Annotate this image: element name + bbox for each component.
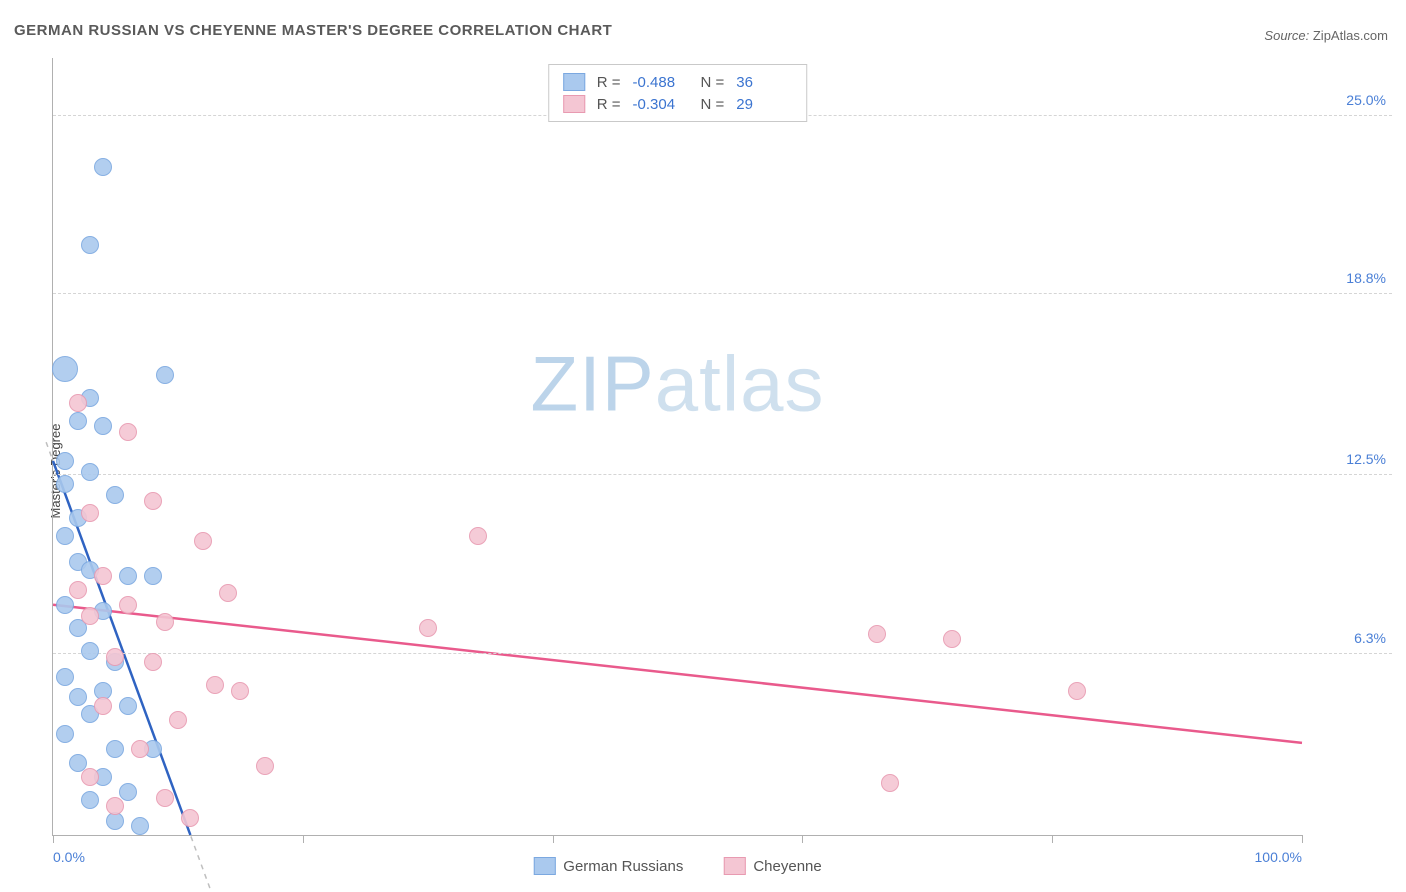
data-point-cheyenne — [194, 532, 212, 550]
data-point-cheyenne — [94, 567, 112, 585]
chart-title: GERMAN RUSSIAN VS CHEYENNE MASTER'S DEGR… — [14, 22, 612, 39]
xtick-label: 0.0% — [53, 849, 85, 865]
xtick — [553, 835, 554, 843]
data-point-german_russians — [94, 417, 112, 435]
watermark-atlas: atlas — [655, 340, 825, 428]
data-point-cheyenne — [144, 653, 162, 671]
ytick-label: 25.0% — [1346, 92, 1386, 108]
data-point-german_russians — [52, 356, 78, 382]
source-label: Source: — [1264, 28, 1309, 43]
legend-item: Cheyenne — [723, 857, 821, 875]
data-point-cheyenne — [206, 676, 224, 694]
data-point-cheyenne — [69, 581, 87, 599]
xtick — [1302, 835, 1303, 843]
data-point-cheyenne — [106, 797, 124, 815]
legend-label: German Russians — [563, 858, 683, 875]
data-point-cheyenne — [81, 768, 99, 786]
data-point-german_russians — [81, 642, 99, 660]
trend-lines-layer — [53, 58, 1302, 835]
legend-stat-row: R = -0.488 N = 36 — [563, 71, 793, 93]
data-point-german_russians — [81, 791, 99, 809]
xtick — [1052, 835, 1053, 843]
data-point-cheyenne — [81, 504, 99, 522]
data-point-cheyenne — [943, 630, 961, 648]
data-point-cheyenne — [131, 740, 149, 758]
data-point-cheyenne — [94, 697, 112, 715]
data-point-cheyenne — [106, 648, 124, 666]
watermark: ZIPatlas — [530, 339, 824, 430]
data-point-cheyenne — [169, 711, 187, 729]
data-point-german_russians — [119, 783, 137, 801]
data-point-cheyenne — [219, 584, 237, 602]
stat-r-label: R = — [597, 74, 621, 91]
source-attribution: Source: ZipAtlas.com — [1264, 28, 1388, 43]
data-point-german_russians — [56, 725, 74, 743]
data-point-cheyenne — [156, 613, 174, 631]
data-point-german_russians — [81, 236, 99, 254]
trend-line — [53, 605, 1302, 743]
legend-swatch — [563, 73, 585, 91]
data-point-cheyenne — [69, 394, 87, 412]
ytick-label: 6.3% — [1354, 630, 1386, 646]
data-point-cheyenne — [81, 607, 99, 625]
legend-stats: R = -0.488 N = 36 R = -0.304 N = 29 — [548, 64, 808, 122]
data-point-german_russians — [131, 817, 149, 835]
stat-r-label: R = — [597, 96, 621, 113]
data-point-german_russians — [106, 740, 124, 758]
gridline-h — [53, 474, 1392, 475]
stat-n-label: N = — [701, 96, 725, 113]
data-point-cheyenne — [144, 492, 162, 510]
data-point-german_russians — [69, 688, 87, 706]
data-point-cheyenne — [119, 423, 137, 441]
data-point-cheyenne — [231, 682, 249, 700]
stat-r-value: -0.488 — [633, 74, 689, 91]
legend-stat-row: R = -0.304 N = 29 — [563, 93, 793, 115]
data-point-german_russians — [156, 366, 174, 384]
data-point-german_russians — [119, 697, 137, 715]
data-point-german_russians — [56, 668, 74, 686]
stat-r-value: -0.304 — [633, 96, 689, 113]
data-point-cheyenne — [469, 527, 487, 545]
data-point-cheyenne — [881, 774, 899, 792]
data-point-german_russians — [56, 527, 74, 545]
legend-swatch — [563, 95, 585, 113]
data-point-german_russians — [69, 412, 87, 430]
xtick — [303, 835, 304, 843]
data-point-german_russians — [94, 158, 112, 176]
data-point-cheyenne — [419, 619, 437, 637]
data-point-german_russians — [119, 567, 137, 585]
stat-n-value: 36 — [736, 74, 792, 91]
gridline-h — [53, 293, 1392, 294]
watermark-zip: ZIP — [530, 340, 654, 428]
legend-label: Cheyenne — [753, 858, 821, 875]
ytick-label: 18.8% — [1346, 270, 1386, 286]
xtick — [53, 835, 54, 843]
legend-series: German Russians Cheyenne — [533, 857, 821, 875]
stat-n-value: 29 — [736, 96, 792, 113]
plot-area: ZIPatlas R =-0.488N =36R =-0.304N =29 Ge… — [52, 58, 1302, 836]
data-point-german_russians — [56, 596, 74, 614]
data-point-cheyenne — [119, 596, 137, 614]
data-point-cheyenne — [868, 625, 886, 643]
legend-swatch — [533, 857, 555, 875]
data-point-german_russians — [56, 475, 74, 493]
xtick — [802, 835, 803, 843]
data-point-cheyenne — [256, 757, 274, 775]
legend-item: German Russians — [533, 857, 683, 875]
data-point-cheyenne — [181, 809, 199, 827]
stat-n-label: N = — [701, 74, 725, 91]
xtick-label: 100.0% — [1255, 849, 1302, 865]
data-point-cheyenne — [1068, 682, 1086, 700]
legend-swatch — [723, 857, 745, 875]
chart-container: Master's Degree ZIPatlas R =-0.488N =36R… — [14, 58, 1392, 884]
data-point-cheyenne — [156, 789, 174, 807]
data-point-german_russians — [144, 567, 162, 585]
ytick-label: 12.5% — [1346, 451, 1386, 467]
data-point-german_russians — [106, 486, 124, 504]
data-point-german_russians — [56, 452, 74, 470]
source-value: ZipAtlas.com — [1313, 28, 1388, 43]
gridline-h — [53, 653, 1392, 654]
data-point-german_russians — [81, 463, 99, 481]
